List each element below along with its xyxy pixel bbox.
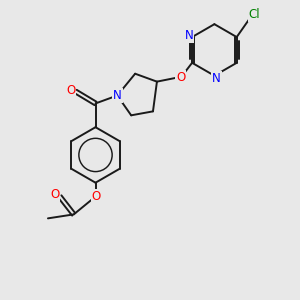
Text: Cl: Cl — [249, 8, 260, 21]
Text: N: N — [212, 72, 221, 85]
Text: O: O — [92, 190, 101, 203]
Text: O: O — [176, 71, 185, 84]
Text: O: O — [66, 84, 75, 97]
Text: O: O — [50, 188, 59, 201]
Text: N: N — [185, 28, 194, 42]
Text: N: N — [113, 89, 122, 102]
